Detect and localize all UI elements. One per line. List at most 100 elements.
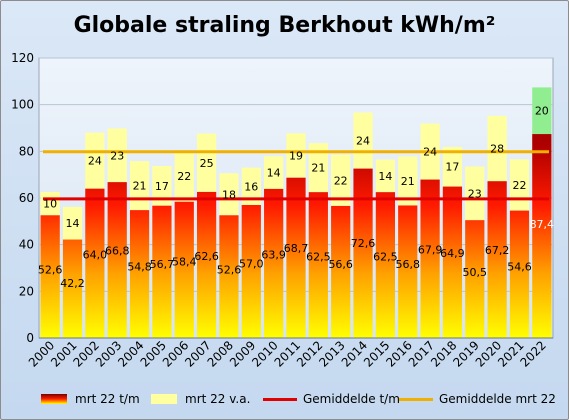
legend-swatch-gradient (41, 394, 67, 404)
bar-segment-va (353, 112, 373, 169)
bar-segment-va (331, 154, 351, 206)
legend-label-avg1: Gemiddelde t/m (303, 392, 400, 406)
bar-segment-va (62, 206, 83, 240)
bar-segment-tm (219, 215, 239, 338)
bar-segment-tm (264, 188, 284, 338)
chart-title: Globale straling Berkhout kWh/m² (73, 13, 496, 38)
bar-segment-tm (487, 181, 507, 338)
bar-segment-va (196, 133, 217, 192)
data-label-va: 18 (222, 188, 236, 201)
bar-segment-va (487, 115, 507, 182)
bar-segment-tm (196, 191, 217, 338)
legend-item-avg2: Gemiddelde mrt 22 (399, 389, 556, 409)
data-label-tm: 62,6 (194, 250, 219, 263)
data-label-tm: 67,9 (418, 243, 443, 256)
bar-segment-va (442, 146, 463, 187)
legend-swatch-light (151, 394, 177, 404)
bar-segment-tm (465, 220, 485, 338)
bar-segment-tm (331, 205, 351, 338)
data-label-va: 21 (401, 175, 415, 188)
data-label-tm: 64,0 (83, 248, 108, 261)
data-label-tm: 63,9 (261, 249, 286, 262)
y-tick-label: 40 (19, 238, 34, 252)
data-label-tm: 42,2 (60, 277, 85, 290)
bar-segment-tm (174, 201, 194, 338)
data-label-va: 22 (334, 174, 348, 187)
bar-segment-va (219, 173, 239, 216)
legend-label-avg2: Gemiddelde mrt 22 (439, 392, 556, 406)
data-label-va: 22 (512, 179, 526, 192)
data-label-va: 21 (133, 180, 147, 193)
y-tick-label: 20 (19, 284, 34, 298)
data-label-tm: 66,8 (105, 245, 130, 258)
data-label-va: 25 (200, 157, 214, 170)
bar-segment-va (241, 167, 261, 205)
data-label-tm: 68,7 (284, 242, 309, 255)
bar-segment-tm (375, 192, 396, 338)
data-label-va: 22 (177, 170, 191, 183)
bar-segment-va (174, 150, 194, 202)
bar-segment-tm (85, 188, 105, 338)
bar-segment-tm (40, 215, 60, 338)
data-label-tm: 54,8 (127, 260, 152, 273)
data-label-va: 28 (490, 143, 504, 156)
y-tick-label: 100 (11, 98, 34, 112)
bar-segment-va (152, 166, 172, 206)
bar-segment-tm (532, 134, 552, 338)
bar-segment-va (465, 166, 485, 221)
bar-segment-tm (509, 210, 530, 338)
data-label-tm: 72,6 (351, 237, 376, 250)
data-label-va: 24 (423, 146, 437, 159)
bar-segment-tm (420, 179, 440, 338)
data-label-va: 17 (445, 161, 459, 174)
data-label-va: 24 (88, 155, 102, 168)
data-label-tm: 87,4 (530, 218, 555, 231)
data-label-tm: 62,5 (306, 250, 331, 263)
data-label-va: 23 (468, 187, 482, 200)
data-label-va: 14 (267, 167, 281, 180)
data-label-va: 21 (311, 162, 325, 175)
bar-segment-va (532, 87, 552, 135)
legend-line-red (263, 397, 297, 401)
y-tick-label: 0 (26, 331, 34, 345)
data-label-tm: 64,9 (440, 247, 465, 260)
bar-segment-va (286, 133, 306, 178)
data-label-tm: 54,6 (507, 261, 532, 274)
legend-line-orange (399, 397, 433, 401)
bar-segment-tm (129, 210, 150, 338)
legend-item-series2: mrt 22 v.a. (151, 389, 250, 409)
bar-segment-tm (286, 177, 306, 338)
data-label-tm: 57,0 (239, 258, 264, 271)
data-label-tm: 62,5 (373, 250, 398, 263)
legend-item-avg1: Gemiddelde t/m (263, 389, 400, 409)
y-tick-label: 120 (11, 51, 34, 65)
y-tick-label: 80 (19, 144, 34, 158)
data-label-tm: 58,4 (172, 256, 197, 269)
bar-segment-va (308, 143, 328, 193)
data-label-tm: 56,7 (150, 258, 175, 271)
legend-label-series2: mrt 22 v.a. (185, 392, 251, 406)
data-label-tm: 52,6 (38, 263, 63, 276)
bar-segment-tm (398, 205, 418, 338)
bar-segment-va (264, 156, 284, 189)
data-label-va: 19 (289, 150, 303, 163)
data-label-tm: 50,5 (463, 266, 488, 279)
data-label-tm: 56,6 (328, 258, 353, 271)
bars (40, 87, 552, 338)
bar-segment-tm (62, 239, 83, 338)
data-label-va: 24 (356, 135, 370, 148)
bar-segment-va (85, 132, 105, 189)
legend: mrt 22 t/m mrt 22 v.a. Gemiddelde t/m Ge… (41, 389, 561, 409)
bar-segment-tm (353, 168, 373, 338)
legend-item-series1: mrt 22 t/m (41, 389, 140, 409)
data-label-va: 14 (378, 170, 392, 183)
data-label-va: 10 (43, 198, 57, 211)
bar-segment-tm (107, 182, 127, 338)
data-label-va: 16 (244, 180, 258, 193)
bar-segment-tm (442, 186, 463, 338)
y-tick-label: 60 (19, 191, 34, 205)
data-label-va: 17 (155, 180, 169, 193)
data-label-va: 14 (66, 217, 80, 230)
